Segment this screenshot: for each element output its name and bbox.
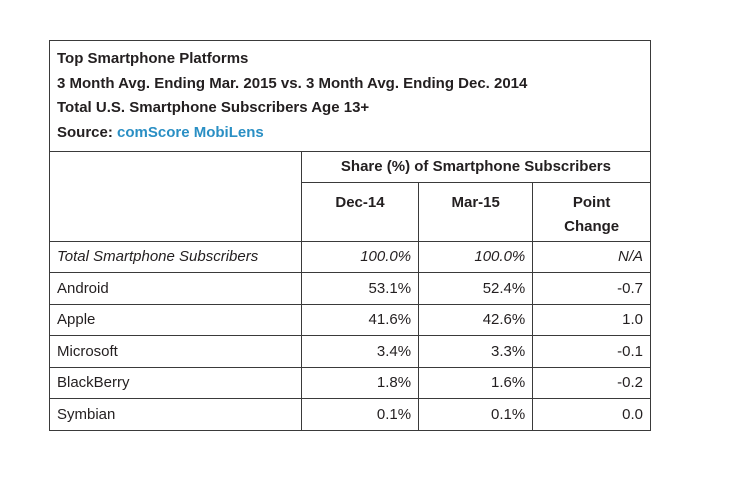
table-subtitle-population: Total U.S. Smartphone Subscribers Age 13…	[57, 99, 370, 116]
column-header-point-change: Point Change	[532, 181, 650, 242]
table-title: Top Smartphone Platforms	[57, 50, 249, 67]
column-header-dec14: Dec-14	[301, 181, 420, 242]
cell-dec14: 41.6%	[300, 303, 420, 336]
cell-point-change: -0.7	[532, 272, 650, 305]
empty-corner-cell	[50, 152, 302, 242]
row-label: Total Smartphone Subscribers	[50, 241, 302, 273]
row-label: Apple	[50, 303, 302, 336]
table-header-block: Top Smartphone Platforms 3 Month Avg. En…	[50, 41, 650, 152]
cell-point-change: -0.2	[532, 366, 650, 399]
table-row: Microsoft 3.4% 3.3% -0.1	[50, 335, 650, 368]
column-header-line: Mar-15	[451, 193, 500, 211]
column-header-mar15: Mar-15	[418, 181, 534, 242]
data-table: Share (%) of Smartphone Subscribers Dec-…	[50, 152, 650, 430]
cell-dec14: 53.1%	[300, 272, 420, 305]
row-label: Symbian	[50, 398, 302, 430]
cell-point-change: 1.0	[532, 303, 650, 336]
table-subtitle-period: 3 Month Avg. Ending Mar. 2015 vs. 3 Mont…	[57, 74, 528, 92]
cell-mar15: 42.6%	[418, 303, 534, 336]
column-header-line: Change	[564, 217, 620, 235]
column-header-line: Point	[572, 193, 611, 211]
table-row: Apple 41.6% 42.6% 1.0	[50, 303, 650, 336]
group-header: Share (%) of Smartphone Subscribers	[300, 152, 650, 183]
cell-dec14: 3.4%	[300, 335, 420, 368]
cell-point-change: -0.1	[532, 335, 650, 368]
source-line: Source: comScore MobiLens	[57, 121, 644, 146]
cell-mar15: 100.0%	[418, 241, 534, 273]
table-row: Symbian 0.1% 0.1% 0.0	[50, 398, 650, 430]
table-row: Android 53.1% 52.4% -0.7	[50, 272, 650, 305]
table-frame: Top Smartphone Platforms 3 Month Avg. En…	[49, 40, 651, 431]
row-label: Microsoft	[50, 335, 302, 368]
cell-mar15: 3.3%	[418, 335, 534, 368]
row-label: BlackBerry	[50, 366, 302, 399]
source-label: Source:	[57, 123, 113, 141]
table-row: Total Smartphone Subscribers 100.0% 100.0%…	[50, 241, 650, 273]
cell-mar15: 1.6%	[418, 366, 534, 399]
source-name: comScore MobiLens	[117, 123, 264, 141]
row-label: Android	[50, 272, 302, 305]
cell-dec14: 1.8%	[300, 366, 420, 399]
cell-dec14: 100.0%	[300, 241, 420, 273]
cell-dec14: 0.1%	[300, 398, 420, 430]
column-header-line: Dec-14	[335, 193, 385, 211]
table-body: Total Smartphone Subscribers 100.0% 100.0%…	[50, 241, 650, 430]
cell-mar15: 0.1%	[418, 398, 534, 430]
table-row: BlackBerry 1.8% 1.6% -0.2	[50, 366, 650, 399]
cell-point-change: 0.0	[532, 398, 650, 430]
cell-point-change: N/A	[532, 241, 650, 273]
cell-mar15: 52.4%	[418, 272, 534, 305]
